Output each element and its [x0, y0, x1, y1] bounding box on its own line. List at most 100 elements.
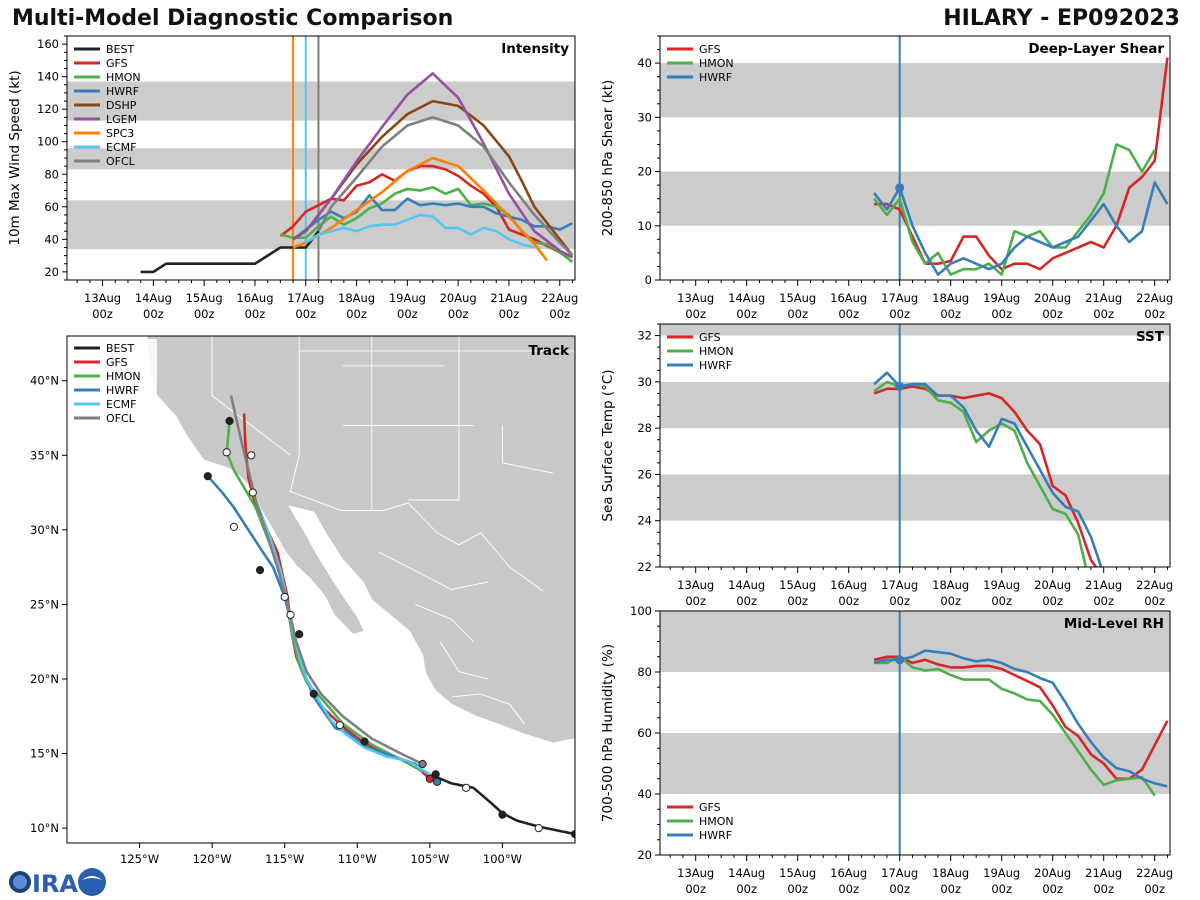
- intensity-legend-label-spc3: SPC3: [106, 127, 134, 140]
- intensity-xtick-label-hour: 00z: [346, 307, 367, 321]
- border-line: [415, 603, 474, 643]
- track-ytick-label: 25°N: [30, 597, 59, 611]
- shear-ytick-label: 10: [637, 219, 652, 233]
- sst-xtick-label-hour: 00z: [736, 594, 757, 608]
- sst-xtick-label-hour: 00z: [1144, 594, 1165, 608]
- sst-xtick-label-hour: 00z: [889, 594, 910, 608]
- shear-xtick-label-hour: 00z: [1144, 307, 1165, 321]
- sst-xtick-label-day: 19Aug: [983, 578, 1020, 592]
- track-map: 125°W 120°W 115°W 110°W 105°W 100°W 10°N 15°N 20…: [30, 335, 576, 866]
- rh-xtick-label-hour: 00z: [685, 882, 706, 896]
- border-line: [211, 336, 291, 456]
- sst-chart: 22 24 26 28 30 32 13Aug 00z 14Aug 00z 15Aug 00z 16Au…: [600, 323, 1173, 608]
- sst-xtick-label-hour: 00z: [787, 594, 808, 608]
- track-legend-label-hmon: HMON: [106, 370, 141, 383]
- intensity-legend-label-lgem: LGEM: [106, 113, 137, 126]
- track-marker-best: [462, 783, 471, 792]
- track-marker-best: [534, 823, 543, 833]
- rh-xtick-label-day: 13Aug: [677, 866, 714, 880]
- rh-xtick-label-hour: 00z: [787, 882, 808, 896]
- shear-series-hmon: [873, 143, 1156, 276]
- rh-initial-marker: [895, 655, 905, 665]
- logo-swoosh: [82, 876, 102, 880]
- track-marker-ofcl: [360, 737, 369, 746]
- intensity-ytick-label: 120: [37, 102, 59, 116]
- intensity-ylabel: 10m Max Wind Speed (kt): [7, 70, 23, 245]
- track-legend-label-ecmf: ECMF: [106, 398, 136, 411]
- rh-xtick-label-hour: 00z: [736, 882, 757, 896]
- border-line: [378, 551, 488, 590]
- track-ytick-label: 40°N: [30, 374, 59, 388]
- intensity-legend-label-ecmf: ECMF: [106, 141, 136, 154]
- shear-initial-marker: [895, 183, 905, 193]
- border-line: [451, 693, 525, 724]
- rh-legend-label-gfs: GFS: [699, 801, 721, 814]
- shear-xtick-label-hour: 00z: [1093, 307, 1114, 321]
- track-legend-label-best: BEST: [106, 342, 134, 355]
- rh-ytick-label: 60: [637, 726, 652, 740]
- track-legend-label-ofcl: OFCL: [106, 412, 136, 425]
- intensity-xtick-label-day: 14Aug: [135, 291, 172, 305]
- intensity-chart: 20 40 60 80 100 120 140 160 13Aug 00z 14Aug 00z 15Au…: [7, 35, 578, 321]
- rh-ytick-label: 100: [630, 604, 652, 618]
- track-marker-hwrf: [229, 522, 239, 531]
- sst-xtick-label-day: 21Aug: [1085, 578, 1122, 592]
- track-marker-ecmf: [248, 488, 257, 497]
- intensity-xtick-label-hour: 00z: [295, 307, 316, 321]
- sst-xtick-label-hour: 00z: [685, 594, 706, 608]
- rh-xtick-label-hour: 00z: [889, 882, 910, 896]
- shear-series-hwrf: [873, 181, 1169, 276]
- sst-ytick-label: 24: [637, 514, 652, 528]
- sst-ytick-label: 22: [637, 560, 652, 574]
- shear-ylabel: 200-850 hPa Shear (kt): [600, 80, 616, 237]
- cira-logo: IRA: [9, 868, 106, 898]
- intensity-band-2: [67, 81, 575, 121]
- track-marker-ecmf: [335, 721, 344, 730]
- intensity-series-ofcl: [317, 116, 574, 257]
- intensity-legend-label-ofcl: OFCL: [106, 155, 136, 168]
- sst-band-2: [660, 324, 1170, 336]
- intensity-xtick-label-hour: 00z: [499, 307, 520, 321]
- intensity-legend-label-gfs: GFS: [106, 57, 128, 70]
- track-marker-ofcl: [280, 592, 289, 602]
- shear-xtick-label-hour: 00z: [991, 307, 1012, 321]
- intensity-xtick-label-hour: 00z: [92, 307, 113, 321]
- rh-xtick-label-day: 17Aug: [881, 866, 918, 880]
- border-line: [408, 336, 460, 501]
- sst-legend-label-gfs: GFS: [699, 331, 721, 344]
- intensity-title: Intensity: [501, 41, 569, 57]
- border-line: [439, 641, 489, 680]
- sst-ytick-label: 28: [637, 421, 652, 435]
- intensity-xtick-label-day: 13Aug: [84, 291, 121, 305]
- track-marker-ofcl: [247, 451, 256, 460]
- rh-xtick-label-day: 18Aug: [932, 866, 969, 880]
- rh-ylabel: 700-500 hPa Humidity (%): [600, 644, 616, 822]
- storm-title: HILARY - EP092023: [943, 6, 1180, 31]
- intensity-legend-label-hwrf: HWRF: [106, 85, 139, 98]
- track-title: Track: [529, 343, 570, 359]
- shear-ytick-label: 20: [637, 165, 652, 179]
- shear-xtick-label-hour: 00z: [685, 307, 706, 321]
- sst-band-0: [660, 474, 1170, 521]
- shear-xtick-label-day: 22Aug: [1136, 291, 1173, 305]
- intensity-xtick-label-day: 22Aug: [541, 291, 578, 305]
- rh-xtick-label-hour: 00z: [991, 882, 1012, 896]
- track-frame: [66, 335, 576, 844]
- track-xtick-label: 115°W: [265, 852, 304, 866]
- shear-xtick-label-day: 17Aug: [881, 291, 918, 305]
- shear-xtick-label-hour: 00z: [889, 307, 910, 321]
- intensity-xtick-label-day: 21Aug: [490, 291, 527, 305]
- shear-legend-label-hmon: HMON: [699, 57, 734, 70]
- shear-band-1: [660, 63, 1170, 118]
- shear-xtick-label-hour: 00z: [736, 307, 757, 321]
- intensity-series-lgem: [292, 72, 574, 259]
- sst-xtick-label-day: 15Aug: [779, 578, 816, 592]
- border-line: [290, 336, 300, 492]
- sst-ytick-label: 30: [637, 375, 652, 389]
- shear-band-0: [660, 171, 1170, 226]
- sst-ytick-label: 32: [637, 329, 652, 343]
- shear-xtick-label-day: 20Aug: [1034, 291, 1071, 305]
- track-marker-ofcl: [309, 689, 318, 698]
- rh-plot-area: [660, 611, 1170, 855]
